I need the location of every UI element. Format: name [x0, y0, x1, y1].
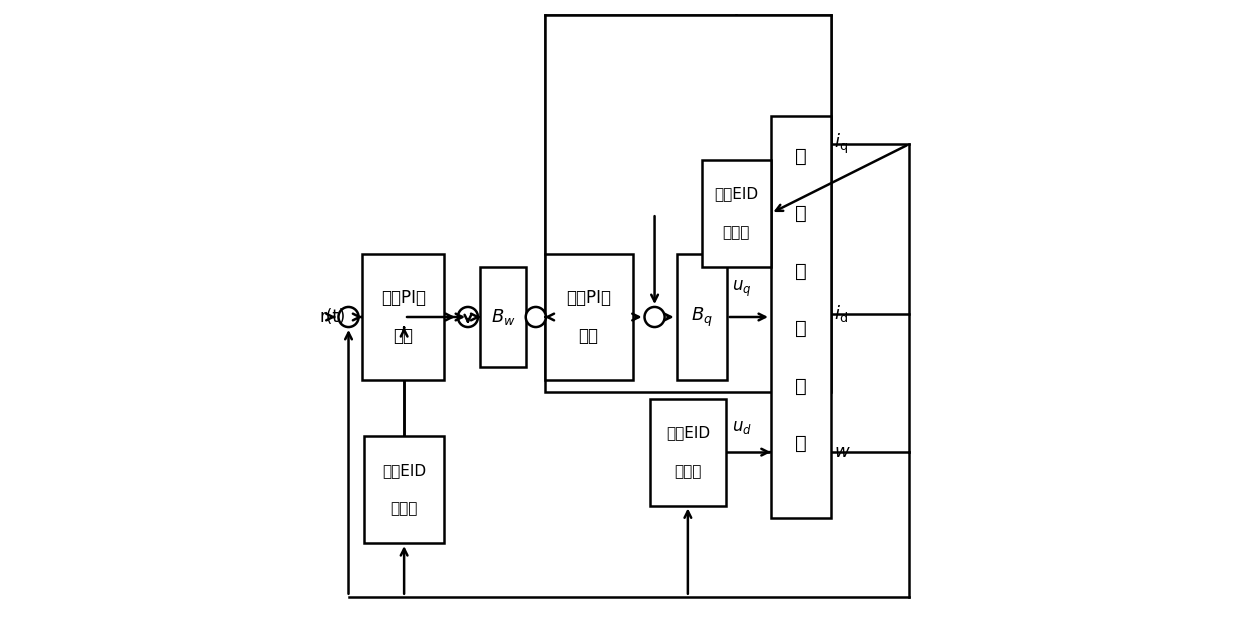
Text: 电: 电 [795, 377, 806, 396]
Circle shape [458, 307, 477, 327]
Text: 控制器: 控制器 [675, 464, 702, 479]
FancyBboxPatch shape [544, 254, 632, 380]
Text: 同: 同 [795, 262, 806, 280]
Circle shape [526, 307, 546, 327]
Text: 第一EID: 第一EID [714, 186, 759, 202]
Text: $B_q$: $B_q$ [691, 306, 713, 328]
Text: $i_{\rm q}$: $i_{\rm q}$ [833, 132, 848, 156]
FancyBboxPatch shape [677, 254, 727, 380]
FancyBboxPatch shape [650, 399, 725, 505]
Text: 步: 步 [795, 319, 806, 338]
Text: $i_{\rm d}$: $i_{\rm d}$ [833, 303, 848, 325]
Text: 永: 永 [795, 146, 806, 165]
FancyBboxPatch shape [702, 160, 771, 267]
Text: 第一PI控: 第一PI控 [567, 289, 611, 307]
Text: r(t): r(t) [320, 308, 346, 326]
Text: 第二EID: 第二EID [666, 425, 711, 441]
Text: 第二PI控: 第二PI控 [381, 289, 425, 307]
Text: 机: 机 [795, 434, 806, 453]
FancyBboxPatch shape [365, 436, 444, 543]
Text: 制器: 制器 [393, 327, 413, 345]
Text: $u_d$: $u_d$ [732, 418, 751, 436]
Text: 控制器: 控制器 [723, 225, 750, 240]
Circle shape [645, 307, 665, 327]
Circle shape [339, 307, 358, 327]
FancyBboxPatch shape [362, 254, 444, 380]
Text: $B_w$: $B_w$ [491, 307, 516, 327]
Text: 第三EID: 第三EID [382, 463, 427, 478]
Text: $u_q$: $u_q$ [732, 278, 751, 299]
FancyBboxPatch shape [544, 15, 831, 392]
Text: 磁: 磁 [795, 204, 806, 223]
FancyBboxPatch shape [771, 116, 831, 518]
Text: 制器: 制器 [579, 327, 599, 345]
Text: $w$: $w$ [833, 443, 851, 461]
Text: 控制器: 控制器 [391, 501, 418, 517]
FancyBboxPatch shape [480, 267, 526, 367]
